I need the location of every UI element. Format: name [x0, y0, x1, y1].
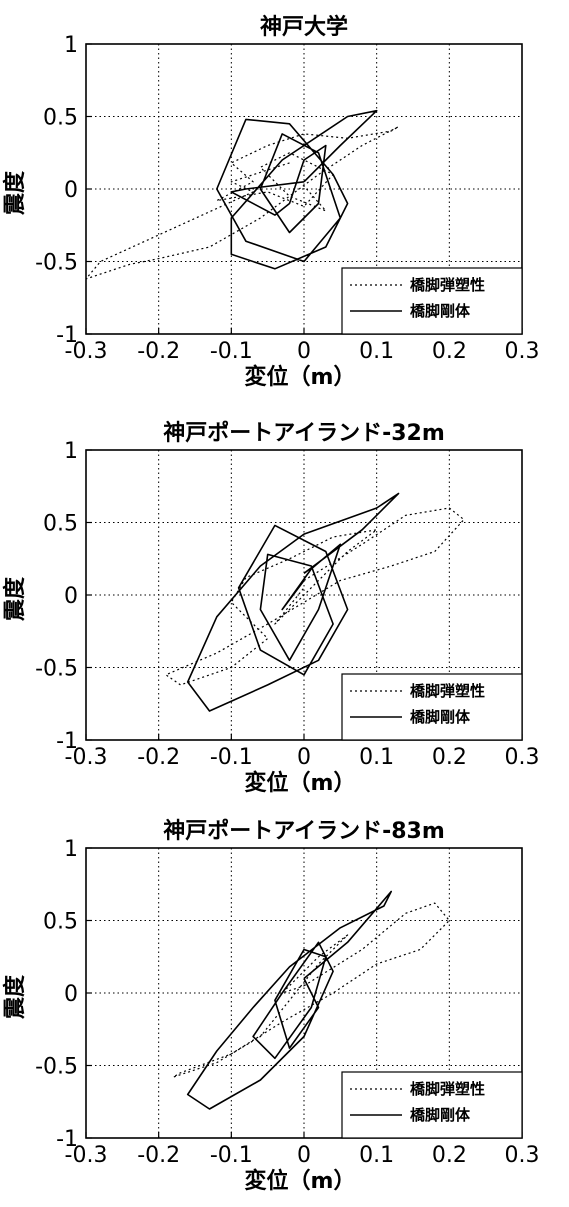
legend-label: 橋脚弾塑性: [410, 276, 485, 294]
chart-panel-2: 神戸ポートアイランド-32m -0.3 -0.2 -0.1 0 0.1 0.2 0.3 1 0.5…: [2, 420, 540, 796]
x-tick-label: 0.3: [505, 339, 540, 364]
series-line-rigid: [186, 890, 392, 1110]
legend-label: 橋脚剛体: [410, 1106, 471, 1124]
legend-label: 橋脚弾塑性: [410, 682, 485, 700]
y-tick-label: -1: [56, 1127, 78, 1152]
y-tick-label: 0.5: [43, 106, 78, 131]
y-tick-label: -1: [56, 729, 78, 754]
x-tick-label: -0.2: [137, 1143, 180, 1168]
chart-title: 神戸大学: [260, 14, 348, 40]
x-axis-label: 変位（m）: [245, 1168, 356, 1194]
y-axis-label: 震度: [2, 576, 28, 621]
y-tick-label: 0.5: [43, 910, 78, 935]
x-tick-label: 0.2: [432, 1143, 467, 1168]
x-tick-label: -0.2: [137, 745, 180, 770]
x-tick-label: -0.3: [65, 745, 108, 770]
chart-panel-3: 神戸ポートアイランド-83m -0.3 -0.2 -0.1 0 0.1 0.2 0.3 1 0.5…: [2, 818, 540, 1194]
y-tick-label: 0: [64, 982, 78, 1007]
x-tick-label: -0.1: [210, 1143, 253, 1168]
y-axis-label: 震度: [2, 974, 28, 1019]
y-tick-label: 0: [64, 584, 78, 609]
x-tick-label: -0.1: [210, 745, 253, 770]
x-tick-label: 0: [297, 1143, 311, 1168]
series-line-rigid: [216, 109, 378, 270]
chart-panel-1: 神戸大学 -0.3 -0.2 -0.1 0 0.1 0.2 0.3 1 0.5 0 -0.5 -1 変位（…: [2, 14, 540, 390]
x-tick-label: -0.1: [210, 339, 253, 364]
x-tick-label: -0.2: [137, 339, 180, 364]
x-tick-label: -0.3: [65, 339, 108, 364]
series-line-elastic-plastic: [172, 902, 450, 1078]
x-tick-label: 0.1: [359, 745, 394, 770]
chart-title: 神戸ポートアイランド-83m: [163, 818, 445, 844]
x-tick-label: 0: [297, 339, 311, 364]
x-tick-label: 0.3: [505, 1143, 540, 1168]
y-tick-label: -0.5: [35, 1055, 78, 1080]
series-line-rigid: [186, 492, 400, 712]
x-tick-label: 0.1: [359, 339, 394, 364]
x-axis-label: 変位（m）: [245, 364, 356, 390]
y-tick-label: 1: [64, 837, 78, 862]
legend-box: [341, 1071, 523, 1139]
x-tick-label: 0.2: [432, 339, 467, 364]
chart-title: 神戸ポートアイランド-32m: [163, 420, 445, 446]
x-tick-label: 0: [297, 745, 311, 770]
y-tick-label: -0.5: [35, 657, 78, 682]
y-tick-label: 1: [64, 33, 78, 58]
x-tick-label: 0.2: [432, 745, 467, 770]
y-tick-label: 0.5: [43, 512, 78, 537]
series-line-elastic-plastic: [86, 126, 400, 280]
x-axis-label: 変位（m）: [245, 770, 356, 796]
x-tick-label: 0.1: [359, 1143, 394, 1168]
legend-label: 橋脚剛体: [410, 708, 471, 726]
x-tick-label: 0.3: [505, 745, 540, 770]
series-line-elastic-plastic: [165, 507, 465, 686]
legend-label: 橋脚弾塑性: [410, 1080, 485, 1098]
y-tick-label: 1: [64, 439, 78, 464]
y-axis-label: 震度: [2, 170, 28, 215]
legend-label: 橋脚剛体: [410, 302, 471, 320]
y-tick-label: -0.5: [35, 251, 78, 276]
y-tick-label: 0: [64, 178, 78, 203]
legend-box: [341, 673, 523, 741]
y-tick-label: -1: [56, 323, 78, 348]
x-tick-label: -0.3: [65, 1143, 108, 1168]
legend-box: [341, 267, 523, 335]
